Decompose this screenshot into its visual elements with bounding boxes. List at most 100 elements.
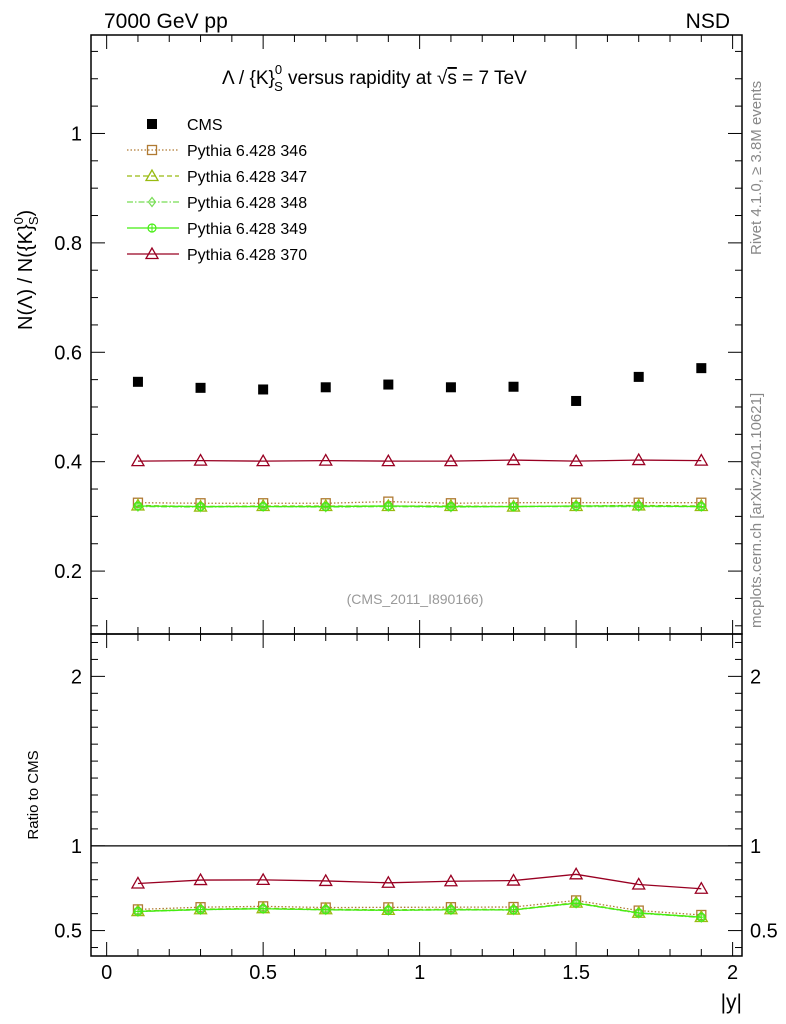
legend-label: Pythia 6.428 349 xyxy=(187,221,307,238)
ratio-y-axis-label: Ratio to CMS xyxy=(25,750,42,839)
ratio-point-4 xyxy=(130,876,146,889)
ratio-y-tick-label-right: 0.5 xyxy=(750,921,778,943)
x-axis-label: |y| xyxy=(721,991,742,1014)
main-point-4 xyxy=(195,501,206,512)
legend-marker xyxy=(144,246,160,260)
plot-title: Λ / {K}0 S versus rapidity at √s = 7 TeV xyxy=(222,62,527,94)
main-point-0 xyxy=(195,382,206,393)
main-point-0 xyxy=(320,382,331,393)
legend-entry: Pythia 6.428 348 xyxy=(127,195,307,212)
legend-marker xyxy=(144,168,160,182)
ratio-point-3 xyxy=(446,905,456,915)
main-point-0 xyxy=(258,384,269,395)
main-point-3 xyxy=(634,501,643,513)
ratio-point-4 xyxy=(631,877,646,890)
legend-marker xyxy=(147,223,157,233)
ratio-point-4 xyxy=(256,872,271,886)
legend-label: Pythia 6.428 370 xyxy=(187,247,307,264)
main-y-tick-label: 0.4 xyxy=(54,452,82,474)
ratio-point-2 xyxy=(321,904,330,916)
ratio-point-2 xyxy=(133,906,143,918)
ratio-point-4 xyxy=(443,873,459,887)
main-point-5 xyxy=(318,453,333,466)
main-point-0 xyxy=(696,363,707,374)
legend-entry: Pythia 6.428 347 xyxy=(127,168,307,186)
x-tick-label: 1 xyxy=(414,962,425,984)
ratio-point-2 xyxy=(509,904,518,916)
ratio-point-4 xyxy=(694,881,709,894)
ratio-point-2 xyxy=(634,907,643,919)
main-series-line-1 xyxy=(137,500,702,504)
legend-entry: Pythia 6.428 349 xyxy=(127,221,307,238)
legend-label: Pythia 6.428 347 xyxy=(187,169,307,186)
main-y-tick-label: 0.8 xyxy=(54,233,82,255)
main-point-3 xyxy=(196,501,205,513)
main-point-4 xyxy=(508,501,519,512)
main-point-5 xyxy=(506,452,521,466)
ratio-point-3 xyxy=(383,905,393,915)
main-point-5 xyxy=(381,453,396,467)
main-point-3 xyxy=(384,501,393,513)
main-point-4 xyxy=(634,501,644,511)
ratio-point-4 xyxy=(193,872,208,886)
ratio-point-3 xyxy=(696,912,706,922)
main-point-0 xyxy=(633,371,644,382)
main-point-5 xyxy=(631,452,646,466)
legend-entry: CMS xyxy=(147,117,223,134)
ratio-point-2 xyxy=(571,897,581,909)
main-point-0 xyxy=(571,395,582,406)
ratio-point-3 xyxy=(571,898,581,908)
ratio-y-tick-label: 2 xyxy=(71,666,82,688)
legend-marker xyxy=(147,196,157,208)
main-series-line-4 xyxy=(137,505,702,508)
ratio-point-4 xyxy=(569,867,584,880)
main-point-0 xyxy=(445,382,456,393)
ratio-point-3 xyxy=(321,905,331,915)
mcplots-label: mcplots.cern.ch [arXiv:2401.10621] xyxy=(748,393,765,628)
ratio-point-3 xyxy=(508,905,519,915)
main-point-4 xyxy=(696,501,706,512)
ratio-series-line-0 xyxy=(137,899,702,916)
main-point-0 xyxy=(132,376,143,387)
energy-label: 7000 GeV pp xyxy=(104,10,228,33)
main-panel: 0.2 0.4 0.6 0.8 1 xyxy=(54,34,743,635)
main-point-5 xyxy=(569,453,584,467)
main-point-4 xyxy=(571,501,581,511)
ratio-point-4 xyxy=(381,875,396,888)
legend-entry: Pythia 6.428 346 xyxy=(127,143,307,160)
ratio-y-tick-label: 1 xyxy=(71,836,82,858)
ratio-point-3 xyxy=(195,904,206,915)
rivet-version-label: Rivet 4.1.0, ≥ 3.8M events xyxy=(748,81,765,255)
ratio-point-3 xyxy=(133,906,143,917)
ratio-point-3 xyxy=(258,904,268,914)
legend: CMS Pythia 6.428 346 Pythia 6.428 347 Pythi… xyxy=(127,117,307,264)
x-tick-label: 0 xyxy=(101,962,112,984)
ratio-series-line-3 xyxy=(137,902,702,918)
legend-marker xyxy=(147,119,157,129)
ratio-point-2 xyxy=(196,904,205,916)
ratio-y-tick-label: 0.5 xyxy=(54,921,82,943)
main-point-3 xyxy=(133,501,143,513)
process-label: NSD xyxy=(686,10,730,33)
x-tick-label: 2 xyxy=(727,962,738,984)
ratio-point-3 xyxy=(634,908,644,918)
ratio-point-2 xyxy=(384,904,393,916)
main-point-5 xyxy=(443,453,459,467)
main-point-5 xyxy=(694,453,709,466)
legend-label: CMS xyxy=(187,117,223,134)
ratio-point-2 xyxy=(697,912,706,924)
analysis-label: (CMS_2011_I890166) xyxy=(347,591,484,607)
main-point-5 xyxy=(193,453,208,466)
main-point-3 xyxy=(446,501,456,513)
legend-marker xyxy=(146,144,158,156)
main-y-tick-label: 0.2 xyxy=(54,561,82,583)
ratio-frame xyxy=(90,633,743,957)
main-y-tick-label: 0.6 xyxy=(54,342,82,364)
x-tick-label: 1.5 xyxy=(562,962,590,984)
x-tick-label: 0.5 xyxy=(249,962,277,984)
ratio-point-4 xyxy=(318,873,333,887)
main-point-4 xyxy=(133,501,143,511)
main-point-4 xyxy=(446,501,456,512)
ratio-y-tick-label-right: 2 xyxy=(750,666,761,688)
legend-label: Pythia 6.428 348 xyxy=(187,195,307,212)
